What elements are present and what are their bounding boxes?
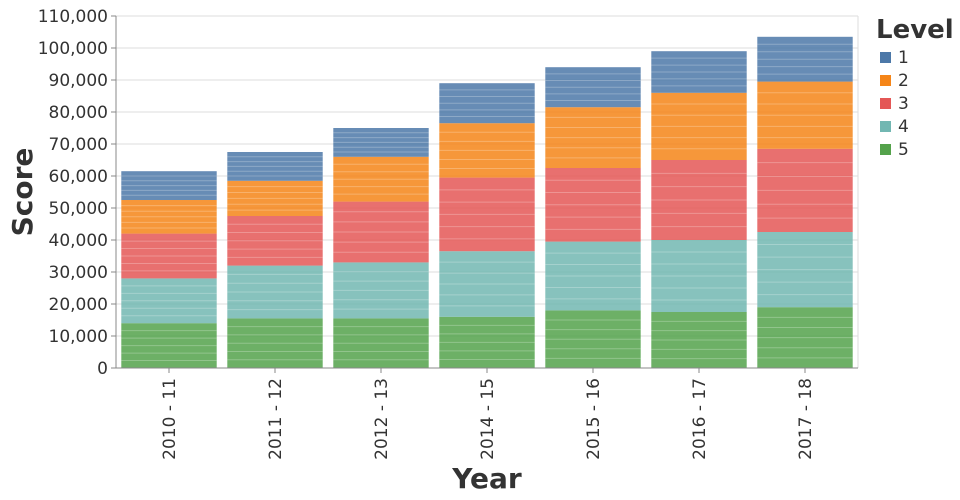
bar-segment-level-2	[227, 180, 323, 216]
bar-segment-level-3	[545, 168, 641, 242]
x-tick-label: 2015 - 16	[584, 378, 604, 460]
bar-segment-level-3	[227, 216, 323, 266]
x-tick-label: 2017 - 18	[796, 378, 816, 460]
y-tick-label: 50,000	[49, 199, 108, 219]
bar-segment-level-5	[757, 307, 853, 368]
bar-segment-level-1	[439, 83, 535, 124]
legend-label-level-3: 3	[898, 94, 909, 114]
legend-label-level-5: 5	[898, 140, 909, 160]
legend-label-level-1: 1	[898, 48, 909, 68]
y-tick-label: 100,000	[38, 39, 108, 59]
bar-segment-level-4	[439, 251, 535, 317]
bar-segment-level-4	[121, 278, 217, 324]
x-tick-label: 2012 - 13	[372, 378, 392, 460]
bar-segment-level-2	[333, 156, 429, 202]
bar-segment-level-4	[651, 240, 747, 312]
bar-segment-level-2	[757, 81, 853, 149]
y-tick-label: 30,000	[49, 263, 108, 283]
bar-segment-level-2	[439, 123, 535, 178]
legend: Level 1 2 3 4 5	[876, 15, 954, 160]
bar-segment-level-1	[651, 51, 747, 93]
bar-segment-level-5	[545, 310, 641, 368]
legend-swatch-level-1	[880, 52, 891, 63]
y-tick-label: 90,000	[49, 71, 108, 91]
bar-segment-level-3	[121, 233, 217, 279]
bar-segment-level-4	[227, 265, 323, 319]
legend-label-level-4: 4	[898, 117, 909, 137]
legend-label-level-2: 2	[898, 71, 909, 91]
bar-segment-level-1	[757, 36, 853, 82]
bar-segment-level-5	[333, 318, 429, 368]
bar-segment-level-3	[757, 148, 853, 232]
bar-segment-level-5	[227, 318, 323, 368]
x-tick-label: 2014 - 15	[478, 378, 498, 460]
y-tick-label: 70,000	[49, 135, 108, 155]
bar-segment-level-3	[651, 160, 747, 240]
bar-segment-level-5	[121, 323, 217, 368]
bar-segment-level-2	[121, 200, 217, 234]
bar-segment-level-1	[333, 128, 429, 157]
x-tick-label: 2010 - 11	[160, 378, 180, 460]
y-tick-label: 10,000	[49, 327, 108, 347]
bar-segment-level-4	[333, 262, 429, 319]
legend-swatch-level-4	[880, 121, 891, 132]
legend-swatch-level-3	[880, 98, 891, 109]
bar-segment-level-1	[227, 152, 323, 181]
y-tick-label: 110,000	[38, 7, 108, 27]
bar-segment-level-4	[545, 241, 641, 311]
y-tick-label: 0	[97, 359, 108, 379]
bar-segment-level-3	[333, 201, 429, 263]
legend-title: Level	[876, 15, 954, 45]
y-tick-label: 20,000	[49, 295, 108, 315]
y-axis: 0 10,000 20,000 30,000 40,000 50,000 60,000 70,…	[38, 7, 117, 379]
bar-segment-level-5	[651, 312, 747, 368]
bar-segment-level-1	[545, 67, 641, 108]
bars	[121, 36, 853, 368]
bar-segment-level-4	[757, 232, 853, 308]
bar-segment-level-2	[651, 92, 747, 160]
y-tick-label: 80,000	[49, 103, 108, 123]
legend-swatch-level-5	[880, 144, 891, 155]
bar-segment-level-3	[439, 177, 535, 252]
x-axis-title: Year	[451, 462, 522, 495]
bar-segment-level-5	[439, 316, 535, 368]
x-tick-label: 2016 - 17	[690, 378, 710, 460]
y-tick-label: 60,000	[49, 167, 108, 187]
bar-segment-level-1	[121, 171, 217, 200]
y-axis-title: Score	[6, 148, 39, 237]
x-tick-label: 2011 - 12	[266, 378, 286, 460]
bar-segment-level-2	[545, 107, 641, 168]
y-tick-label: 40,000	[49, 231, 108, 251]
legend-swatch-level-2	[880, 75, 891, 86]
x-axis: 2010 - 11 2011 - 12 2012 - 13 2014 - 15 2015…	[116, 367, 858, 460]
